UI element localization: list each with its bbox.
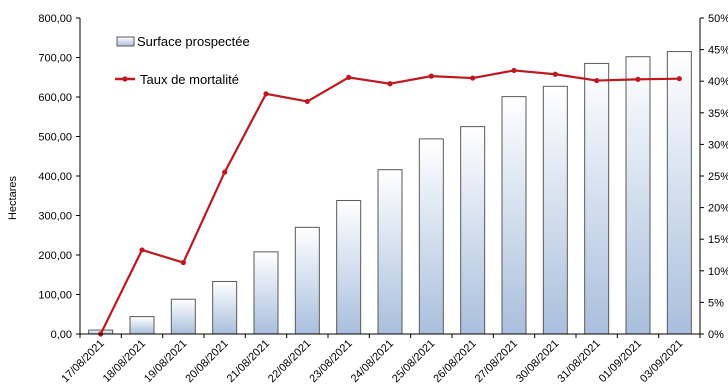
line-point — [346, 74, 352, 81]
x-tick-label: 26/08/2021 — [431, 338, 478, 385]
y2-tick-label: 35% — [708, 108, 728, 120]
line-point — [139, 247, 145, 253]
y2-tick-label: 40% — [708, 76, 728, 88]
y2-tick-label: 20% — [708, 203, 728, 215]
x-tick-label: 24/08/2021 — [349, 338, 396, 385]
bar — [418, 138, 444, 335]
x-tick-label: 22/08/2021 — [266, 338, 313, 385]
y-tick-label: 500,00 — [38, 132, 72, 144]
line-point — [470, 75, 476, 81]
x-tick-label: 27/08/2021 — [473, 338, 520, 385]
y-tick-label: 0,00 — [51, 329, 72, 341]
y-tick-label: 300,00 — [38, 211, 72, 223]
bar — [625, 56, 651, 335]
x-tick-label: 19/08/2021 — [142, 338, 189, 385]
x-tick-label: 31/08/2021 — [555, 338, 602, 385]
x-tick-label: 01/09/2021 — [597, 338, 644, 385]
legend-bar-label: Surface prospectée — [137, 34, 250, 49]
bar — [501, 96, 527, 335]
y-axis-title: Hectares — [7, 175, 19, 220]
legend-bar-swatch — [116, 36, 135, 47]
line-point — [263, 91, 269, 97]
y-tick-label: 800,00 — [38, 13, 72, 25]
bar — [377, 169, 403, 335]
y2-tick-label: 0% — [708, 329, 724, 341]
y-axis-ticks: 0,00 100,00 200,00 300,00 400,00 500,00 600,00… — [38, 13, 80, 341]
y-tick-label: 200,00 — [38, 250, 72, 262]
legend-line-label: Taux de mortalité — [140, 72, 239, 87]
y2-tick-label: 5% — [708, 297, 724, 309]
legend-item-bar: Surface prospectée — [116, 34, 250, 49]
bar-series — [88, 51, 692, 335]
y2-tick-label: 50% — [708, 13, 728, 25]
line-series — [98, 67, 682, 337]
bar — [666, 51, 692, 335]
legend-line-marker — [122, 76, 128, 82]
y-tick-label: 700,00 — [38, 53, 72, 65]
bar — [542, 85, 568, 335]
line-point — [180, 259, 186, 266]
x-axis-ticks: 17/08/202118/08/202119/08/202120/08/2021… — [59, 334, 701, 385]
y2-tick-label: 45% — [708, 45, 728, 57]
y2-tick-label: 10% — [708, 266, 728, 278]
line-point — [222, 169, 228, 175]
x-tick-label: 17/08/2021 — [59, 338, 106, 385]
bar — [336, 199, 362, 335]
x-tick-label: 25/08/2021 — [390, 338, 437, 385]
x-tick-label: 20/08/2021 — [183, 338, 230, 385]
x-tick-label: 03/09/2021 — [638, 338, 685, 385]
y2-tick-label: 30% — [708, 139, 728, 151]
line-point — [304, 98, 310, 105]
line-point — [594, 77, 600, 84]
y2-tick-label: 25% — [708, 171, 728, 183]
y2-axis-ticks: 0% 5% 10% 15% 20% 25% 30% 35% 40% 45% 50% — [700, 13, 728, 341]
y-tick-label: 400,00 — [38, 171, 72, 183]
line-point — [387, 81, 393, 87]
x-tick-label: 21/08/2021 — [225, 338, 272, 385]
bar — [253, 251, 279, 335]
bar — [170, 298, 196, 335]
legend-item-line: Taux de mortalité — [115, 72, 239, 87]
line-point — [676, 76, 682, 82]
line-point — [511, 67, 517, 74]
bar — [212, 280, 238, 335]
line-point — [552, 71, 558, 77]
y-tick-label: 100,00 — [38, 290, 72, 302]
bar — [584, 62, 610, 335]
bar — [294, 226, 320, 335]
x-tick-label: 18/08/2021 — [101, 338, 148, 385]
x-tick-label: 23/08/2021 — [307, 338, 354, 385]
y-tick-label: 600,00 — [38, 92, 72, 104]
bar — [129, 316, 155, 335]
legend: Surface prospectée Taux de mortalité — [115, 34, 250, 87]
line-point — [635, 76, 641, 82]
line-point — [428, 73, 434, 79]
y2-tick-label: 15% — [708, 234, 728, 246]
x-tick-label: 30/08/2021 — [514, 338, 561, 385]
bar — [460, 126, 486, 335]
